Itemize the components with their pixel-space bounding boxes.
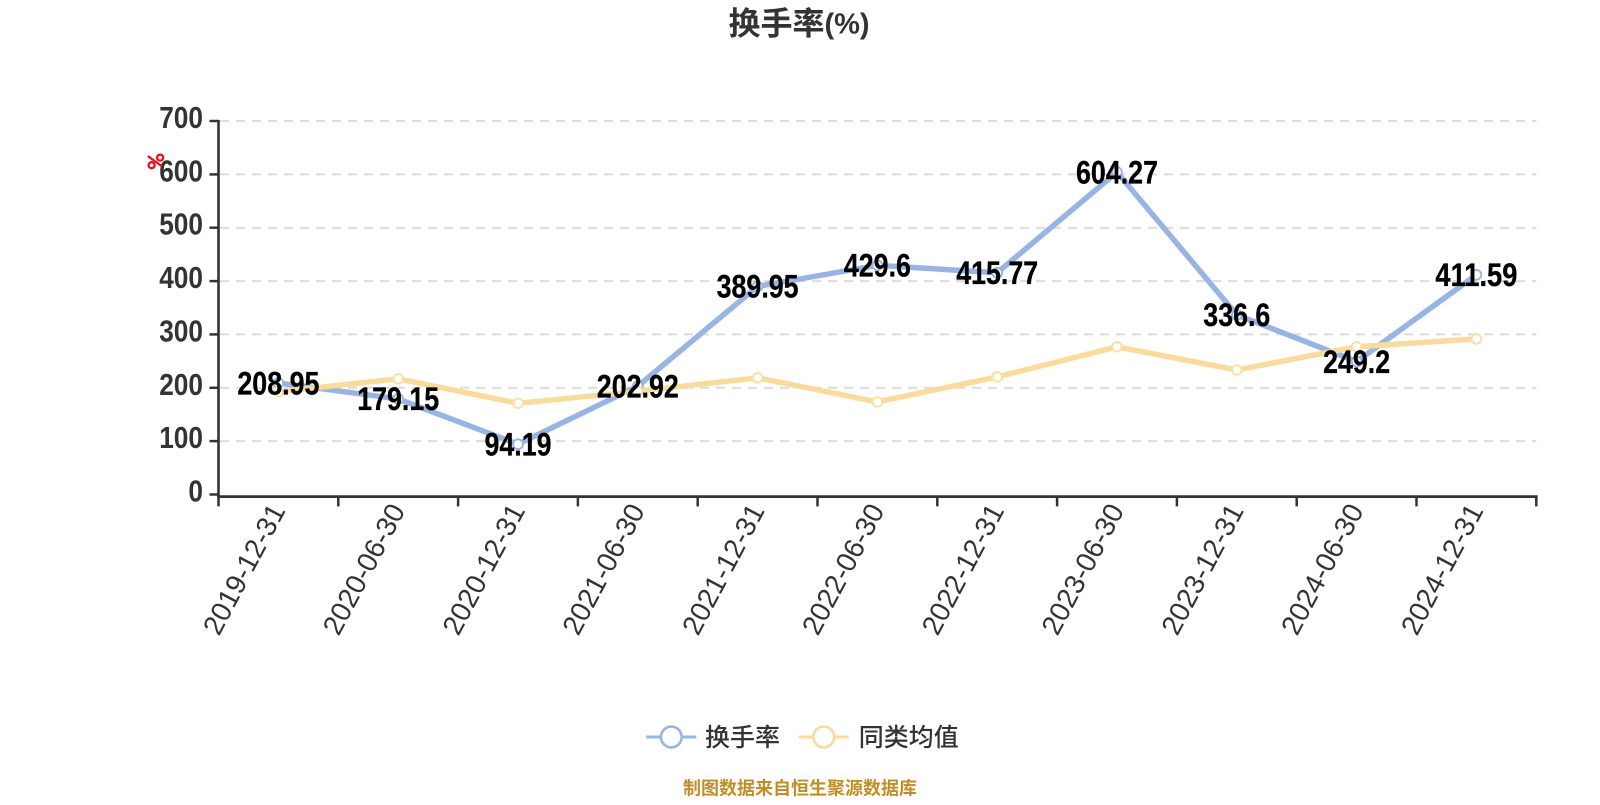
svg-text:2020-12-31: 2020-12-31	[436, 499, 531, 640]
svg-text:2020-06-30: 2020-06-30	[317, 499, 412, 640]
svg-text:179.15: 179.15	[357, 381, 439, 417]
svg-text:411.59: 411.59	[1435, 257, 1517, 293]
svg-text:336.6: 336.6	[1203, 297, 1270, 333]
svg-text:换手率(%): 换手率(%)	[728, 6, 869, 42]
svg-text:0: 0	[188, 474, 203, 509]
svg-text:2022-12-31: 2022-12-31	[916, 499, 1011, 640]
svg-text:2024-12-31: 2024-12-31	[1395, 499, 1490, 640]
svg-text:换手率: 换手率	[705, 724, 780, 752]
svg-text:100: 100	[159, 420, 203, 455]
svg-text:700: 700	[159, 100, 203, 135]
svg-text:600: 600	[159, 153, 203, 188]
svg-text:400: 400	[159, 260, 203, 295]
svg-text:415.77: 415.77	[956, 255, 1038, 291]
svg-text:制图数据来自恒生聚源数据库: 制图数据来自恒生聚源数据库	[683, 779, 917, 799]
svg-text:2021-06-30: 2021-06-30	[556, 499, 651, 640]
svg-text:2019-12-31: 2019-12-31	[197, 499, 292, 640]
svg-text:94.19: 94.19	[485, 427, 552, 463]
svg-text:429.6: 429.6	[844, 248, 911, 284]
svg-text:同类均值: 同类均值	[859, 724, 959, 752]
svg-text:300: 300	[159, 313, 203, 348]
svg-text:604.27: 604.27	[1076, 154, 1158, 190]
svg-text:2023-06-30: 2023-06-30	[1035, 499, 1130, 640]
svg-text:200: 200	[159, 367, 203, 402]
svg-text:202.92: 202.92	[597, 369, 679, 405]
svg-text:2022-06-30: 2022-06-30	[796, 499, 891, 640]
svg-text:389.95: 389.95	[717, 269, 799, 305]
svg-text:500: 500	[159, 207, 203, 242]
svg-text:208.95: 208.95	[237, 365, 319, 401]
svg-text:2023-12-31: 2023-12-31	[1155, 499, 1250, 640]
svg-text:2024-06-30: 2024-06-30	[1275, 499, 1370, 640]
svg-text:249.2: 249.2	[1323, 344, 1390, 380]
svg-text:2021-12-31: 2021-12-31	[676, 499, 771, 640]
